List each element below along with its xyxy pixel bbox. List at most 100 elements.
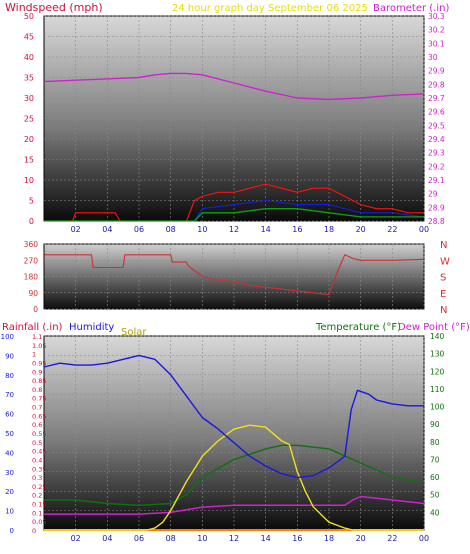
x-tick-label: 08 [166, 225, 176, 234]
humidity-tick-label: 80 [5, 372, 14, 380]
temp-tick-label: 130 [430, 350, 445, 359]
dew-axis-label: Dew Point (°F) [398, 322, 470, 333]
humidity-tick-label: 70 [5, 391, 14, 399]
humidity-tick-label: 60 [5, 411, 14, 419]
baro-tick-label: 29.4 [428, 135, 445, 144]
humidity-tick-label: 10 [5, 508, 14, 516]
x-tick-label: 16 [292, 225, 302, 234]
compass-label: N [440, 240, 447, 251]
rain-tick-label: 0.65 [32, 412, 46, 420]
temp-axis-label: Temperature (°F) [315, 322, 401, 333]
x-tick-label: 18 [324, 225, 334, 234]
x-tick-label: 06 [134, 534, 144, 543]
baro-axis-label: Barometer (.in) [373, 3, 449, 14]
baro-tick-label: 29.9 [428, 67, 445, 76]
rain-tick-label: 0.55 [32, 430, 46, 438]
baro-tick-label: 29.5 [428, 121, 445, 130]
baro-tick-label: 29 [428, 190, 438, 199]
temp-tick-label: 60 [430, 473, 440, 482]
wind-tick-label: 10 [24, 176, 34, 185]
wind-speed-line [44, 199, 425, 222]
compass-label: N [440, 305, 447, 316]
wind-tick-label: 5 [29, 197, 34, 206]
wind-tick-label: 15 [24, 156, 34, 165]
x-tick-label: 06 [134, 225, 144, 234]
rain-axis-label: Rainfall (.in) [2, 322, 63, 333]
temp-tick-label: 110 [430, 385, 445, 394]
rain-tick-label: 0.85 [32, 377, 46, 385]
x-tick-label: 00 [419, 534, 429, 543]
wind-tick-label: 20 [24, 135, 34, 144]
rain-tick-label: 1.1 [32, 333, 42, 341]
rain-tick-label: 0.8 [32, 386, 42, 394]
humidity-axis-label: Humidity [69, 322, 114, 333]
x-tick-label: 12 [229, 534, 239, 543]
wind-tick-label: 0 [29, 217, 34, 226]
temp-tick-label: 80 [430, 438, 440, 447]
baro-tick-label: 29.3 [428, 149, 445, 158]
rain-tick-label: 0.3 [32, 474, 42, 482]
rain-tick-label: 0 [32, 527, 36, 535]
x-tick-label: 08 [166, 534, 176, 543]
baro-tick-label: 30.3 [428, 12, 445, 21]
wind-tick-label: 40 [24, 53, 34, 62]
humidity-tick-label: 100 [1, 333, 14, 341]
rain-tick-label: 0.45 [32, 448, 46, 456]
x-tick-label: 02 [71, 534, 81, 543]
humidity-tick-label: 50 [5, 430, 14, 438]
wind-axis-label: Windspeed (mph) [5, 1, 103, 14]
wind-direction-line [43, 252, 425, 296]
wind-tick-label: 45 [24, 33, 34, 42]
rain-tick-label: 0.7 [32, 404, 42, 412]
solar-line [44, 424, 424, 531]
temp-tick-label: 100 [430, 403, 445, 412]
dir-tick-label: 180 [24, 273, 39, 282]
rain-tick-label: 0.35 [32, 465, 46, 473]
rain-tick-label: 0.15 [32, 501, 46, 509]
humidity-tick-label: 30 [5, 469, 14, 477]
x-tick-label: 22 [387, 534, 397, 543]
rain-tick-label: 0.1 [32, 509, 42, 517]
temp-tick-label: 90 [430, 420, 440, 429]
rain-tick-label: 0.25 [32, 483, 46, 491]
temperature-line [44, 444, 425, 506]
temp-tick-label: 140 [430, 332, 445, 341]
temp-tick-label: 50 [430, 491, 440, 500]
rain-tick-label: 0.6 [32, 421, 42, 429]
rain-tick-label: 0.95 [32, 359, 46, 367]
rain-tick-label: 0.75 [32, 395, 46, 403]
baro-tick-label: 28.8 [428, 217, 445, 226]
baro-tick-label: 30.1 [428, 39, 445, 48]
x-tick-label: 04 [102, 225, 112, 234]
x-tick-label: 10 [197, 225, 207, 234]
dir-tick-label: 0 [33, 305, 38, 314]
temp-tick-label: 40 [430, 508, 440, 517]
temp-tick-label: 70 [430, 455, 440, 464]
rain-tick-label: 0.05 [32, 518, 46, 526]
humidity-tick-label: 90 [5, 352, 14, 360]
compass-label: W [440, 256, 450, 267]
baro-tick-label: 28.9 [428, 203, 445, 212]
humidity-line [43, 354, 424, 479]
x-tick-label: 20 [356, 225, 366, 234]
wind-tick-label: 30 [24, 94, 34, 103]
rain-tick-label: 1.05 [32, 342, 46, 350]
compass-label: S [440, 273, 446, 284]
x-tick-label: 18 [324, 534, 334, 543]
baro-tick-label: 30.2 [428, 26, 445, 35]
dewpoint-line [44, 495, 425, 515]
solar-axis-label: Solar [121, 327, 147, 338]
dir-tick-label: 270 [24, 256, 39, 265]
x-tick-label: 20 [356, 534, 366, 543]
baro-tick-label: 29.2 [428, 162, 445, 171]
humidity-tick-label: 40 [5, 449, 14, 457]
baro-tick-label: 29.8 [428, 80, 445, 89]
wind-tick-label: 25 [24, 115, 34, 124]
baro-tick-label: 29.1 [428, 176, 445, 185]
baro-tick-label: 29.7 [428, 94, 445, 103]
x-tick-label: 14 [261, 225, 271, 234]
rain-tick-label: 0.2 [32, 492, 42, 500]
humidity-tick-label: 20 [5, 488, 14, 496]
x-tick-label: 14 [261, 534, 271, 543]
